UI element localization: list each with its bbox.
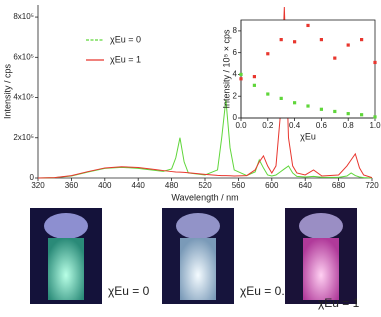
x-axis-label: χEu — [300, 131, 316, 141]
y-tick-label: 0 — [233, 113, 238, 122]
x-tick-label: 0.4 — [289, 121, 301, 130]
y-tick-label: 4x10⁵ — [13, 93, 34, 102]
caption: χEu = 0 — [108, 284, 150, 298]
y-tick-label: 6x10⁵ — [13, 52, 34, 61]
point — [239, 77, 243, 81]
spectrum-line — [37, 6, 373, 179]
point — [266, 92, 270, 96]
point — [266, 52, 270, 56]
point — [346, 112, 350, 116]
caption: χEu = 0.1 — [240, 284, 292, 298]
x-tick-label: 560 — [232, 181, 246, 190]
point — [252, 83, 256, 87]
point — [293, 101, 297, 105]
x-tick-label: 680 — [332, 181, 346, 190]
point — [306, 104, 310, 108]
point — [333, 109, 337, 114]
x-tick-label: 400 — [98, 181, 112, 190]
point — [279, 96, 283, 100]
point — [239, 72, 243, 77]
y-tick-label: 2 — [233, 91, 238, 100]
point — [293, 40, 297, 44]
photo: χEu = 0.1 — [162, 208, 292, 304]
x-tick-label: 600 — [265, 181, 279, 190]
y-tick-label: 0 — [30, 173, 35, 182]
point — [360, 113, 364, 117]
point — [346, 43, 350, 47]
y-tick-label: 6 — [233, 48, 238, 57]
point — [333, 56, 337, 60]
x-tick-label: 480 — [165, 181, 179, 190]
x-tick-label: 0.8 — [343, 121, 355, 130]
point — [360, 38, 364, 42]
point — [373, 115, 377, 119]
x-tick-label: 360 — [65, 181, 79, 190]
x-tick-label: 0.2 — [262, 121, 274, 130]
point — [373, 60, 377, 65]
x-tick-label: 1.0 — [369, 121, 381, 130]
y-tick-label: 8 — [233, 26, 238, 35]
point — [319, 107, 323, 111]
spectrum-line — [37, 99, 373, 179]
y-axis-label: Intensity / 10⁵ × cps — [221, 29, 231, 109]
point — [279, 38, 283, 42]
inset-frame — [240, 19, 376, 119]
x-tick-label: 640 — [299, 181, 313, 190]
x-tick-label: 720 — [365, 181, 379, 190]
y-tick-label: 8x10⁵ — [13, 12, 34, 21]
legend-label: χEu = 0 — [110, 34, 141, 44]
y-tick-label: 2x10⁵ — [13, 133, 34, 142]
photo: χEu = 1 — [285, 208, 360, 310]
point — [319, 38, 323, 42]
y-axis-label: Intensity / cps — [2, 63, 12, 119]
y-tick-label: 4 — [233, 70, 238, 79]
x-tick-label: 440 — [132, 181, 146, 190]
point — [252, 75, 256, 79]
x-tick-label: 0.6 — [316, 121, 328, 130]
x-tick-label: 320 — [31, 181, 45, 190]
x-tick-label: 520 — [198, 181, 212, 190]
x-axis-label: Wavelength / nm — [171, 192, 238, 202]
caption: χEu = 1 — [318, 296, 360, 310]
x-tick-label: 0.0 — [235, 121, 247, 130]
legend-label: χEu = 1 — [110, 54, 141, 64]
photo: χEu = 0 — [30, 208, 150, 304]
point — [306, 23, 310, 28]
